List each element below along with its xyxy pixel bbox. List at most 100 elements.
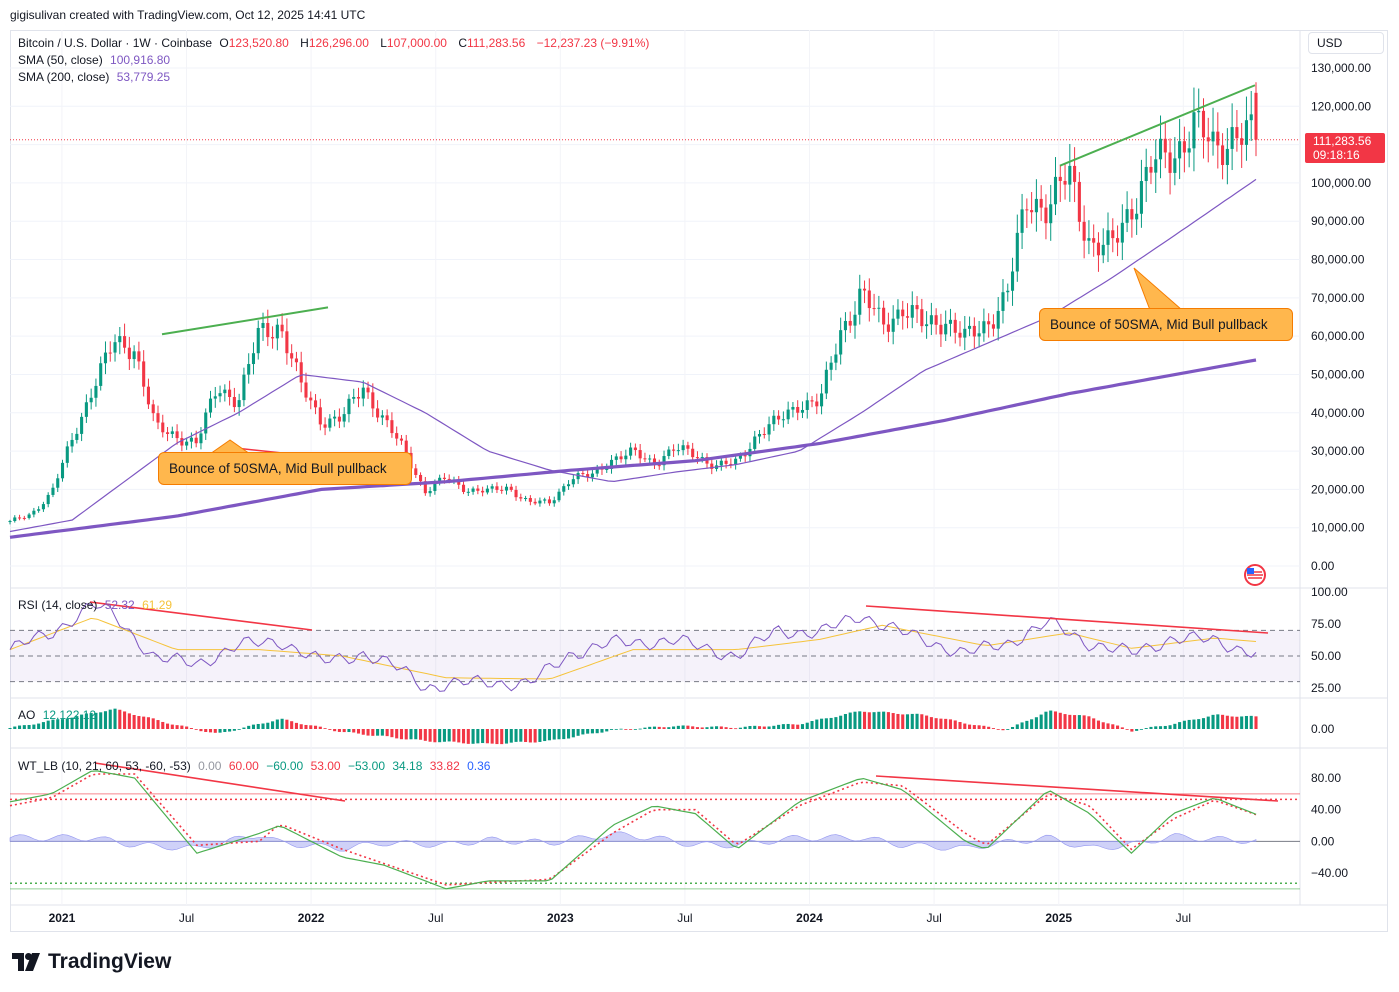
wt-tick-label: 80.00 (1311, 771, 1341, 785)
ao-bar (495, 729, 499, 745)
wt1-line (9, 770, 1257, 890)
ao-tick-label: 0.00 (1311, 722, 1335, 736)
last-price-value: 111,283.56 (1313, 134, 1372, 148)
ao-bar (762, 726, 766, 729)
ao-bar (1039, 714, 1043, 729)
candles (8, 82, 1258, 525)
ao-bar (705, 727, 709, 729)
wt-value-6: 33.82 (429, 759, 460, 773)
us-flag-icon[interactable] (1242, 564, 1268, 586)
candle-body (1187, 148, 1191, 153)
ao-bar (1120, 727, 1124, 729)
candle-body (652, 458, 657, 466)
candle-body (810, 400, 814, 402)
sma50-legend[interactable]: SMA (50, close) 100,916.80 (18, 53, 174, 67)
price-tick-label: 20,000.00 (1311, 482, 1365, 496)
candle-body (41, 504, 45, 510)
price-tick-label: 120,000.00 (1311, 99, 1371, 113)
change-value: −12,237.23 (−9.91%) (536, 36, 650, 50)
candle-body (376, 408, 380, 418)
low-label: L (380, 36, 387, 50)
ao-bar (242, 727, 246, 729)
ao-bar (896, 713, 900, 729)
sma200-legend[interactable]: SMA (200, close) 53,779.25 (18, 70, 174, 84)
ao-bar (710, 726, 714, 729)
candle-body (99, 363, 103, 386)
ao-bar (901, 714, 905, 729)
candle-body (547, 499, 552, 504)
left-callout[interactable]: Bounce of 50SMA, Mid Bull pullback (158, 452, 412, 485)
candle-body (829, 362, 833, 370)
candle-body (27, 514, 31, 518)
time-tick-label: Jul (1176, 911, 1191, 925)
ao-bar (862, 711, 867, 729)
currency-button[interactable]: USD (1308, 32, 1384, 54)
ao-bar (791, 724, 795, 729)
candle-body (619, 456, 623, 460)
candle-body (753, 436, 757, 449)
candle-body (1158, 138, 1163, 160)
candle-body (228, 389, 232, 398)
candle-body (514, 489, 518, 498)
time-tick-label: 2023 (547, 911, 574, 925)
candle-body (800, 409, 805, 413)
open-label: O (219, 36, 229, 50)
candle-body (438, 477, 442, 483)
time-tick-label: 2022 (298, 911, 325, 925)
ao-bar (84, 713, 88, 729)
candle-body (18, 517, 22, 519)
ao-bar (915, 713, 919, 729)
ao-bar (1025, 720, 1029, 729)
candle-body (781, 419, 785, 421)
ao-bar (848, 712, 852, 729)
ao-bar (27, 724, 31, 729)
candle-body (337, 416, 341, 422)
close-label: C (458, 36, 467, 50)
ao-bar (309, 725, 313, 729)
ao-bar (729, 727, 733, 729)
candle-body (285, 331, 289, 354)
candle-body (189, 437, 193, 442)
ao-bar (414, 729, 418, 740)
candle-body (490, 486, 494, 489)
ao-legend[interactable]: AO 12,122.12 (18, 708, 100, 722)
candle-body (624, 455, 628, 460)
brand-text: TradingView (48, 950, 172, 973)
ao-bar (533, 729, 537, 743)
ao-bar (633, 729, 637, 730)
ao-bar (800, 724, 805, 729)
ao-bar (1163, 725, 1167, 729)
ao-bar (738, 727, 742, 729)
ao-bar (328, 729, 332, 730)
candle-body (461, 484, 466, 492)
rsi-legend[interactable]: RSI (14, close) 52.32 61.29 (18, 598, 176, 612)
ao-bar (719, 726, 723, 729)
ao-bar (476, 729, 480, 744)
ao-bar (490, 729, 494, 744)
ao-bar (600, 729, 604, 733)
ao-bar (151, 718, 155, 729)
wt-value-4: −53.00 (347, 759, 385, 773)
ao-bar (65, 718, 69, 729)
candle-body (313, 400, 318, 408)
candle-body (1020, 209, 1024, 233)
candle-body (156, 413, 160, 423)
ao-bar (304, 724, 308, 729)
candle-body (356, 396, 361, 399)
candle-body (1001, 292, 1005, 311)
right-callout[interactable]: Bounce of 50SMA, Mid Bull pullback (1039, 308, 1293, 341)
candle-body (953, 319, 957, 333)
ao-bar (609, 729, 614, 730)
ao-bar (132, 715, 136, 729)
price-tick-label: 30,000.00 (1311, 444, 1365, 458)
candle-body (557, 491, 561, 501)
ao-bar (376, 729, 380, 736)
ao-bar (810, 720, 814, 729)
ao-bar (32, 724, 36, 729)
ao-bar (89, 713, 93, 729)
ao-bar (1068, 714, 1072, 729)
ao-bar (390, 729, 394, 738)
wt-legend[interactable]: WT_LB (10, 21, 60, 53, -60, -53) 0.00 60… (18, 759, 494, 773)
sma50-label: SMA (50, close) (18, 53, 103, 67)
